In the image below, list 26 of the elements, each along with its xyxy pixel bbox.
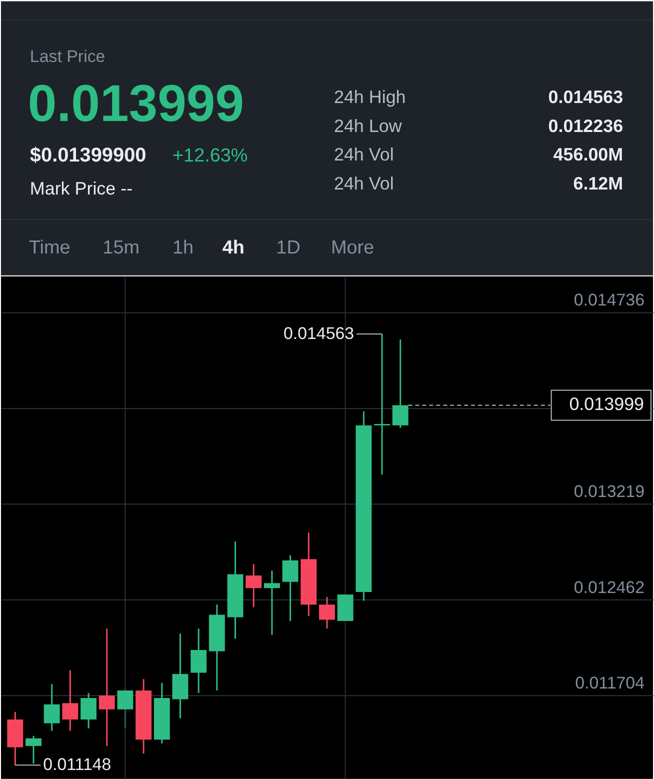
text: 1h [172, 237, 194, 258]
text: 24h Vol [334, 144, 394, 165]
text: 456.00M [553, 144, 624, 165]
text: 24h Vol [334, 174, 394, 194]
text: More [330, 237, 374, 258]
text: 0.014563 [548, 86, 624, 107]
annotation: 0.014563 [283, 324, 354, 344]
y-tick-label: 0.014736 [574, 290, 645, 310]
text: 0.012236 [548, 116, 624, 136]
y-tick-label: 0.011704 [575, 674, 645, 693]
text: Time [28, 237, 70, 258]
text: $0.01399900 [30, 144, 146, 167]
text: 24h High [334, 86, 406, 107]
text: 0.013999 [28, 74, 244, 132]
text: Last Price [30, 47, 106, 66]
text: 6.12M [573, 174, 624, 194]
text: 4h [222, 237, 244, 258]
y-tick-label: 0.012462 [574, 578, 645, 597]
y-tick-label: 0.013219 [574, 482, 645, 502]
text: Mark Price -- [30, 178, 133, 199]
text: +12.63% [172, 146, 248, 167]
ref-line-label: 0.013999 [569, 394, 644, 414]
text: 1D [276, 237, 300, 258]
annotation: 0.011148 [43, 755, 112, 774]
text: 24h Low [334, 116, 402, 136]
text: 15m [102, 237, 140, 258]
